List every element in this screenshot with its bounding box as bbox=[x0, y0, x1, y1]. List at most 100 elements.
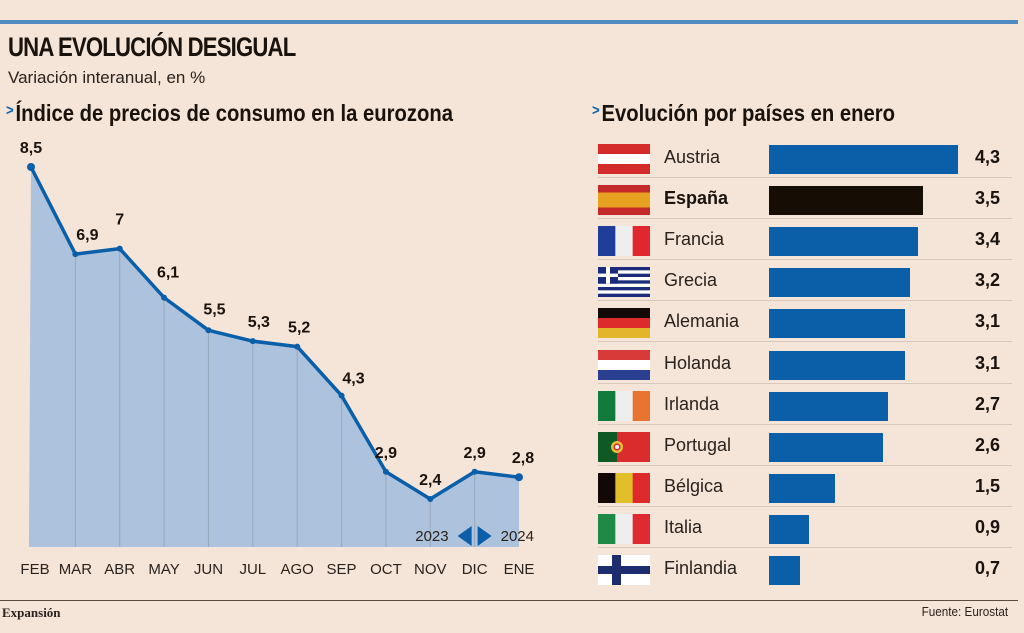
data-point-sep bbox=[338, 392, 345, 399]
data-point-abr bbox=[116, 245, 123, 252]
data-point-jun bbox=[205, 327, 212, 334]
value-label-may: 6,1 bbox=[157, 265, 179, 282]
value-label-dic: 2,9 bbox=[464, 445, 486, 462]
value-label: 3,5 bbox=[974, 188, 1000, 209]
chevron-right-icon: > bbox=[6, 102, 14, 119]
bar-row-francia: Francia 3,4 bbox=[592, 219, 1012, 261]
bottom-rule bbox=[0, 600, 1018, 601]
row-divider bbox=[598, 300, 1012, 302]
bar bbox=[769, 473, 835, 503]
row-divider bbox=[598, 382, 1012, 384]
value-label: 0,7 bbox=[974, 558, 1000, 578]
country-label: Alemania bbox=[664, 311, 740, 332]
value-label-mar: 6,9 bbox=[76, 227, 98, 244]
bar bbox=[769, 350, 906, 380]
bar-row-alemania: Alemania 3,1 bbox=[592, 301, 1012, 343]
page-title: UNA EVOLUCIÓN DESIGUAL bbox=[8, 32, 296, 62]
year-label-2024: 2024 bbox=[501, 528, 534, 545]
value-label-abr: 7 bbox=[115, 212, 124, 229]
ireland-flag-icon bbox=[598, 390, 650, 421]
bar bbox=[769, 145, 958, 174]
data-point-dic bbox=[471, 468, 478, 475]
line-chart-area bbox=[29, 167, 519, 547]
country-label: Holanda bbox=[664, 352, 732, 373]
bar-chart-title: >Evolución por países en enero bbox=[592, 100, 895, 127]
x-tick-abr: ABR bbox=[104, 561, 135, 578]
country-label: Irlanda bbox=[664, 393, 720, 414]
bar bbox=[769, 432, 884, 462]
chevron-right-icon: > bbox=[592, 102, 600, 119]
brand-logo: Expansión bbox=[2, 605, 61, 620]
value-label: 3,1 bbox=[974, 352, 1000, 373]
finland-flag-icon bbox=[598, 555, 650, 585]
data-point-ene bbox=[515, 473, 523, 482]
bar-row-finlandia: Finlandia 0,7 bbox=[592, 548, 1012, 589]
france-flag-icon bbox=[598, 226, 650, 257]
line-chart-x-ticks: FEB MAR ABR MAY JUN JUL AGO SEP OCT NOV DIC ENE bbox=[20, 561, 534, 578]
x-tick-nov: NOV bbox=[414, 561, 447, 578]
row-divider bbox=[598, 177, 1012, 178]
data-point-feb bbox=[27, 163, 35, 171]
value-label-jul: 5,3 bbox=[248, 314, 270, 331]
year-label-2023: 2023 bbox=[415, 528, 448, 545]
bar-row-irlanda: Irlanda 2,7 bbox=[592, 384, 1012, 425]
country-label: Grecia bbox=[664, 270, 718, 291]
bar-chart-title-text: Evolución por países en enero bbox=[601, 100, 896, 126]
value-label-nov: 2,4 bbox=[419, 472, 441, 489]
row-divider bbox=[598, 341, 1012, 343]
italy-flag-icon bbox=[598, 513, 650, 544]
value-label: 3,2 bbox=[974, 270, 1000, 291]
row-divider bbox=[598, 423, 1012, 425]
arrow-left-icon bbox=[457, 526, 472, 546]
value-label: 3,1 bbox=[974, 311, 1000, 332]
bar bbox=[769, 391, 888, 421]
bar-row-grecia: Grecia 3,2 bbox=[592, 260, 1012, 302]
value-label-oct: 2,9 bbox=[375, 445, 397, 462]
line-chart-title-text: Índice de precios de consumo en la euroz… bbox=[15, 100, 453, 126]
row-divider bbox=[598, 546, 1012, 548]
x-tick-ene: ENE bbox=[504, 561, 535, 578]
country-label: Portugal bbox=[664, 434, 732, 455]
x-tick-dic: DIC bbox=[462, 561, 488, 578]
country-label: Finlandia bbox=[664, 558, 738, 578]
data-point-mar bbox=[72, 251, 79, 258]
bar-row-belgica: Bélgica 1,5 bbox=[592, 466, 1012, 507]
value-label-jun: 5,5 bbox=[203, 301, 225, 318]
top-rule bbox=[0, 20, 1018, 24]
bar-row-austria: Austria 4,3 bbox=[592, 137, 1012, 178]
bar-row-portugal: Portugal 2,6 bbox=[592, 425, 1012, 466]
country-label: España bbox=[664, 188, 729, 209]
row-divider bbox=[598, 505, 1012, 507]
country-label: Austria bbox=[664, 147, 721, 167]
value-label: 4,3 bbox=[974, 147, 1000, 167]
value-label: 2,7 bbox=[974, 393, 1000, 414]
bar-row-italia: Italia 0,9 bbox=[592, 507, 1012, 548]
portugal-flag-icon bbox=[598, 431, 650, 462]
country-label: Bélgica bbox=[664, 475, 724, 496]
data-point-nov bbox=[427, 496, 434, 502]
belgium-flag-icon bbox=[598, 472, 650, 503]
x-tick-sep: SEP bbox=[327, 561, 357, 578]
netherlands-flag-icon bbox=[598, 349, 650, 380]
x-tick-oct: OCT bbox=[370, 561, 402, 578]
germany-flag-icon bbox=[598, 308, 650, 339]
page-subtitle: Variación interanual, en % bbox=[8, 68, 206, 87]
x-tick-jun: JUN bbox=[194, 561, 223, 578]
line-chart-series-line bbox=[29, 166, 520, 501]
x-tick-mar: MAR bbox=[59, 561, 93, 578]
value-label: 2,6 bbox=[974, 434, 1000, 455]
spain-flag-icon bbox=[598, 185, 650, 216]
line-chart: 8,5 6,9 7 6,1 5,5 5,3 5,2 4,3 2,9 2,4 2,9 2,8 FEB MA… bbox=[20, 140, 535, 578]
value-label-sep: 4,3 bbox=[342, 371, 364, 388]
bar bbox=[769, 514, 809, 544]
value-label-ene: 2,8 bbox=[512, 450, 534, 467]
row-divider bbox=[598, 259, 1012, 261]
data-point-jul bbox=[249, 338, 256, 345]
row-divider bbox=[598, 464, 1012, 466]
bar bbox=[769, 556, 800, 585]
austria-flag-icon bbox=[598, 144, 650, 174]
bar bbox=[769, 268, 910, 298]
value-label: 1,5 bbox=[974, 475, 1000, 496]
bar-row-espana: España 3,5 bbox=[592, 178, 1012, 220]
source-note: Fuente: Eurostat bbox=[921, 604, 1008, 619]
